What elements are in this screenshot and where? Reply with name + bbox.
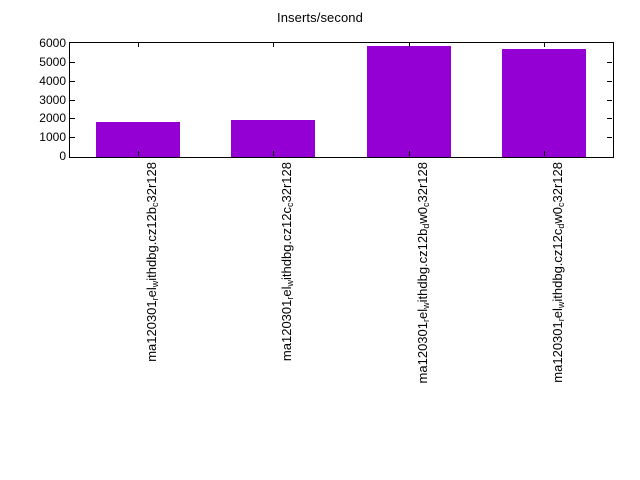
x-axis-label: ma120301relwithdbg.cz12bdw0c32r128	[415, 162, 431, 384]
chart-title: Inserts/second	[277, 10, 363, 25]
bar	[502, 49, 586, 157]
x-axis-label: ma120301relwithdbg.cz12cc32r128	[279, 162, 295, 362]
bars-container	[70, 43, 613, 157]
bar	[367, 46, 451, 157]
x-axis-label: ma120301relwithdbg.cz12cdw0c32r128	[550, 162, 566, 383]
plot-area	[69, 42, 614, 158]
bar	[231, 120, 315, 157]
x-axis-label: ma120301relwithdbg.cz12bc32r128	[144, 162, 160, 362]
